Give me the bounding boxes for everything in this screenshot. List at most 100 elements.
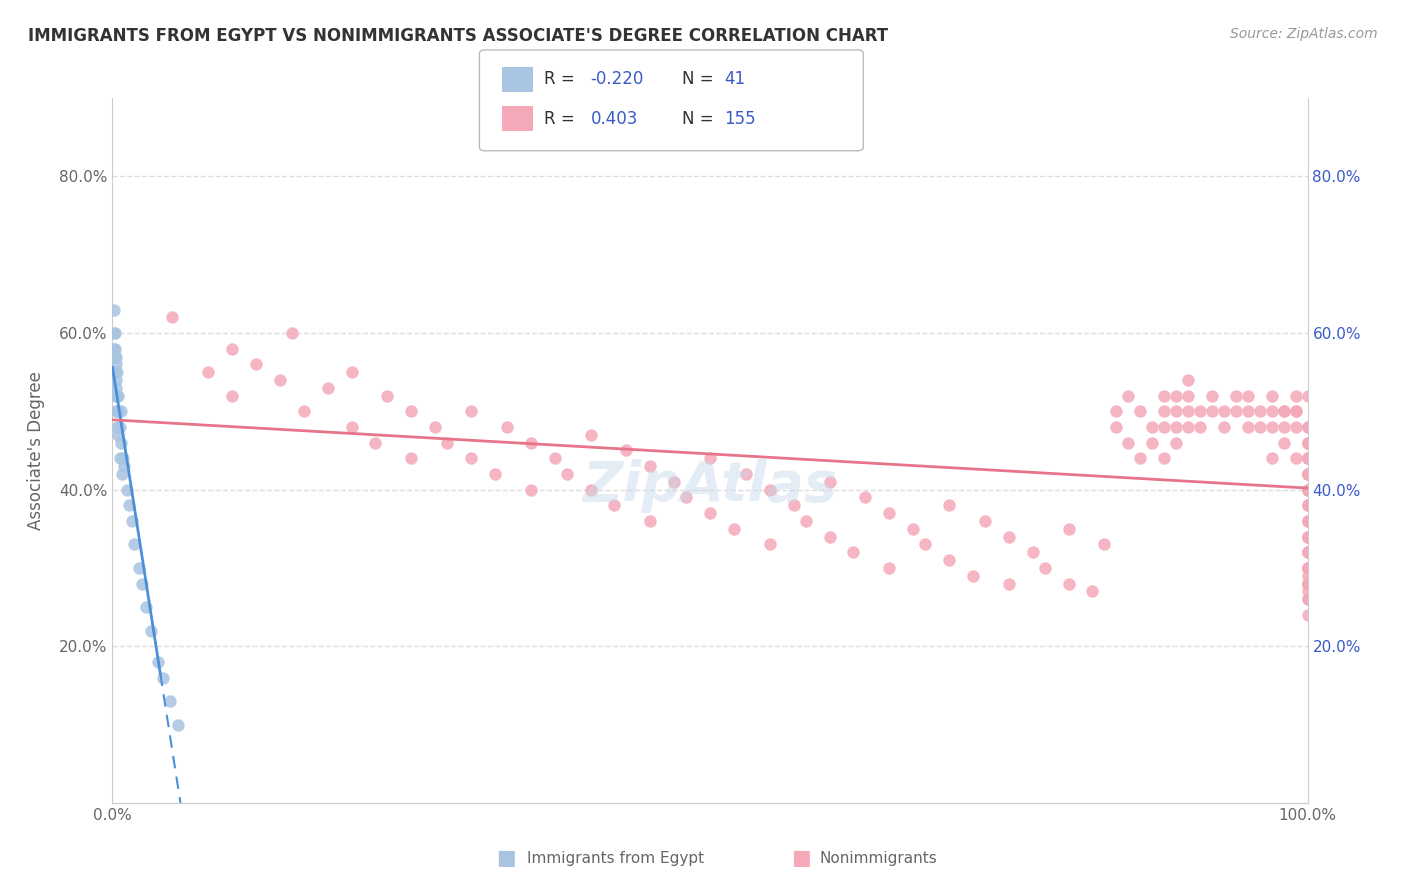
Point xyxy=(107,389,129,403)
Point xyxy=(699,451,721,466)
Point xyxy=(1296,483,1319,497)
Point xyxy=(1296,514,1319,528)
Point xyxy=(1296,435,1319,450)
Point xyxy=(364,435,387,450)
Text: 0.403: 0.403 xyxy=(591,110,638,128)
Point xyxy=(118,498,141,512)
Point xyxy=(245,357,267,371)
Point xyxy=(1296,498,1319,512)
Point xyxy=(139,624,162,638)
Point xyxy=(1296,561,1319,575)
Point xyxy=(914,537,936,551)
Point xyxy=(1296,561,1319,575)
Point xyxy=(1033,561,1056,575)
Point xyxy=(998,576,1021,591)
Point xyxy=(460,451,482,466)
Point xyxy=(1296,514,1319,528)
Point xyxy=(1296,435,1319,450)
Point xyxy=(1129,451,1152,466)
Point xyxy=(1118,389,1140,403)
Point xyxy=(1105,420,1128,434)
Point xyxy=(496,420,519,434)
Point xyxy=(1296,576,1319,591)
Point xyxy=(1213,420,1236,434)
Point xyxy=(1296,467,1319,481)
Point xyxy=(159,694,181,708)
Point xyxy=(603,498,626,512)
Point xyxy=(103,342,125,356)
Point xyxy=(1272,404,1295,418)
Point xyxy=(1296,592,1319,607)
Point xyxy=(1272,435,1295,450)
Point xyxy=(1285,451,1308,466)
Point xyxy=(1296,584,1319,599)
Point xyxy=(1249,420,1271,434)
Point xyxy=(105,381,128,395)
Point xyxy=(105,365,128,379)
Point xyxy=(112,451,135,466)
Text: ZipAtlas: ZipAtlas xyxy=(582,458,838,513)
Point xyxy=(879,561,901,575)
Point xyxy=(197,365,219,379)
Point xyxy=(108,420,131,434)
Point xyxy=(340,420,363,434)
Point xyxy=(616,443,638,458)
Point xyxy=(1237,404,1260,418)
Point xyxy=(162,310,183,325)
Text: ■: ■ xyxy=(792,848,811,868)
Point xyxy=(104,365,127,379)
Point xyxy=(1296,467,1319,481)
Point xyxy=(316,381,339,395)
Point xyxy=(1296,530,1319,544)
Point xyxy=(1129,404,1152,418)
Point xyxy=(759,537,782,551)
Point xyxy=(103,302,125,317)
Point xyxy=(105,420,128,434)
Point xyxy=(221,389,243,403)
Point xyxy=(104,326,127,340)
Point xyxy=(131,576,153,591)
Point xyxy=(105,357,128,371)
Point xyxy=(1296,451,1319,466)
Point xyxy=(221,342,243,356)
Point xyxy=(340,365,363,379)
Point xyxy=(1166,389,1188,403)
Point xyxy=(105,389,128,403)
Point xyxy=(520,483,543,497)
Point xyxy=(105,389,128,403)
Point xyxy=(1296,467,1319,481)
Point xyxy=(1261,420,1284,434)
Point xyxy=(1296,561,1319,575)
Point xyxy=(1189,404,1212,418)
Point xyxy=(1201,389,1223,403)
Point xyxy=(1249,404,1271,418)
Text: -0.220: -0.220 xyxy=(591,70,644,88)
Point xyxy=(110,435,132,450)
Point xyxy=(1225,389,1247,403)
Point xyxy=(723,522,745,536)
Text: Nonimmigrants: Nonimmigrants xyxy=(820,851,938,865)
Point xyxy=(108,451,131,466)
Point xyxy=(121,514,143,528)
Point xyxy=(1296,498,1319,512)
Point xyxy=(555,467,578,481)
Point xyxy=(460,404,482,418)
Point xyxy=(111,467,134,481)
Point xyxy=(1177,420,1199,434)
Point xyxy=(1285,389,1308,403)
Point xyxy=(115,483,138,497)
Point xyxy=(1296,435,1319,450)
Point xyxy=(1166,404,1188,418)
Point xyxy=(1142,435,1164,450)
Point xyxy=(1296,530,1319,544)
Point xyxy=(167,717,190,731)
Point xyxy=(1296,467,1319,481)
Text: R =: R = xyxy=(544,110,581,128)
Point xyxy=(103,350,125,364)
Point xyxy=(699,506,721,520)
Text: 41: 41 xyxy=(724,70,745,88)
Point xyxy=(1272,420,1295,434)
Point xyxy=(1296,514,1319,528)
Point xyxy=(104,350,127,364)
Point xyxy=(1166,435,1188,450)
